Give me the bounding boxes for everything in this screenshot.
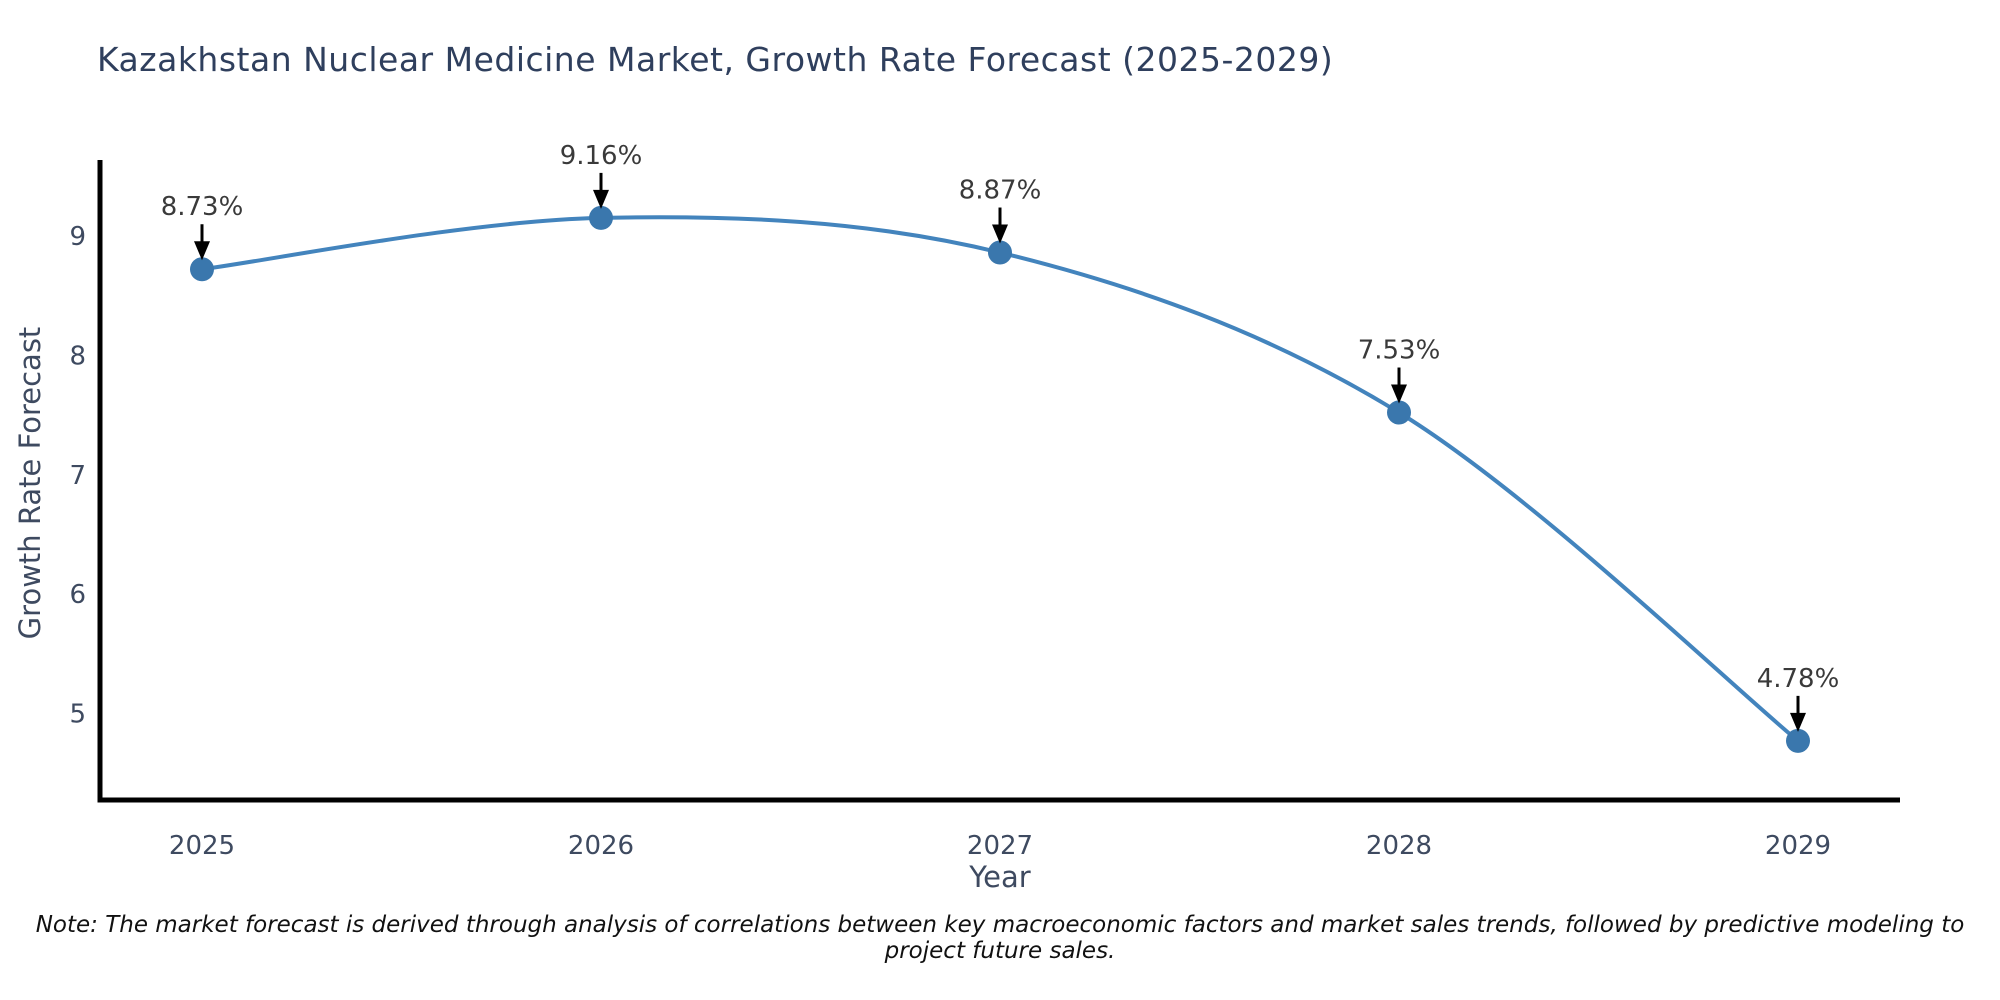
annotation-label: 9.16%	[560, 141, 643, 171]
annotation-arrowhead	[194, 241, 210, 261]
x-axis-title: Year	[969, 860, 1031, 894]
y-tick-label: 9	[69, 222, 86, 252]
x-tick-label: 2025	[169, 831, 235, 861]
x-tick-label: 2029	[1765, 831, 1831, 861]
annotation-label: 4.78%	[1757, 664, 1840, 694]
y-tick-label: 7	[69, 461, 86, 491]
x-tick-label: 2028	[1366, 831, 1432, 861]
y-tick-label: 6	[69, 580, 86, 610]
data-point-marker	[1387, 400, 1411, 425]
annotation-arrowhead	[1391, 384, 1407, 404]
annotation-arrowhead	[593, 189, 609, 209]
data-point-marker	[190, 257, 214, 282]
series-line	[200, 215, 1800, 743]
annotation-arrowhead	[1790, 712, 1806, 732]
annotation-label: 8.87%	[959, 176, 1042, 206]
annotation-label: 7.53%	[1358, 336, 1441, 366]
x-tick-label: 2026	[568, 831, 634, 861]
data-point-marker	[1786, 728, 1810, 753]
annotation-label: 8.73%	[161, 192, 244, 222]
footnote: Note: The market forecast is derived thr…	[35, 912, 1965, 964]
annotation-arrowhead	[992, 224, 1008, 244]
data-point-marker	[988, 240, 1012, 265]
y-tick-label: 8	[69, 341, 86, 371]
y-axis-title: Growth Rate Forecast	[13, 326, 47, 640]
data-point-marker	[589, 205, 613, 230]
x-tick-label: 2027	[967, 831, 1033, 861]
chart-title: Kazakhstan Nuclear Medicine Market, Grow…	[97, 40, 1334, 79]
y-tick-label: 5	[69, 700, 86, 730]
